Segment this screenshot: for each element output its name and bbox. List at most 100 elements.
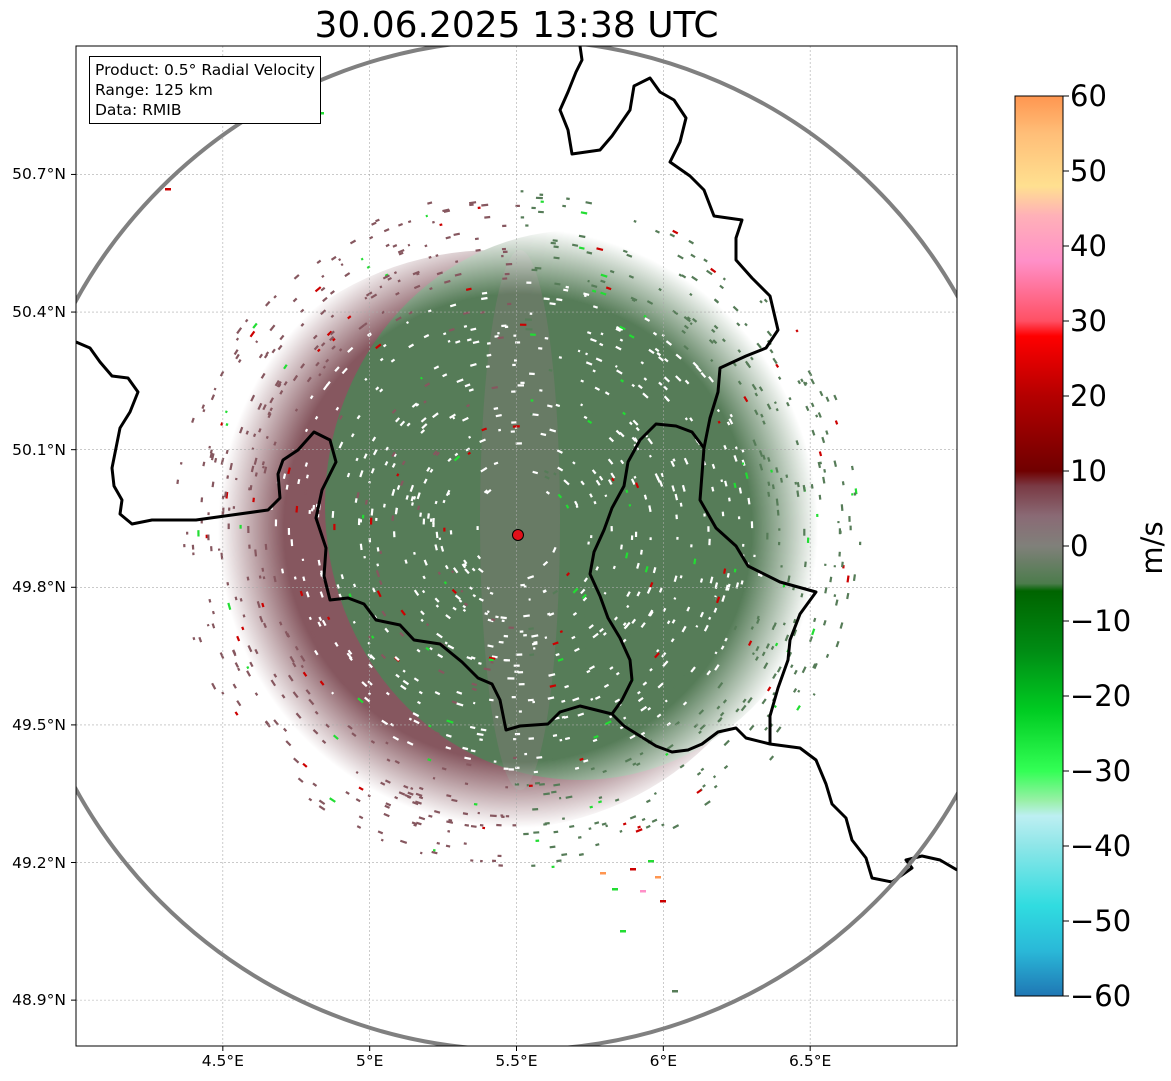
echo-bin (714, 651, 718, 655)
echo-bin (476, 555, 482, 560)
echo-bin (511, 390, 516, 393)
echo-bin (418, 816, 426, 821)
echo-bin (681, 329, 686, 335)
echo-bin (247, 645, 253, 653)
echo-bin (329, 330, 335, 336)
echo-bin (736, 322, 741, 327)
echo-bin (645, 824, 651, 829)
echo-bin (464, 756, 472, 761)
echo-bin (558, 356, 563, 359)
echo-bin (786, 401, 790, 407)
echo-bin (673, 597, 677, 600)
echo-bin (580, 480, 585, 486)
echo-bin (520, 381, 525, 384)
echo-bin (636, 562, 640, 569)
echo-bin (732, 305, 739, 312)
echo-bin (279, 390, 284, 395)
echo-bin (477, 206, 481, 210)
echo-bin (282, 473, 287, 479)
echo-bin (712, 339, 718, 345)
echo-bin (426, 466, 431, 472)
echo-bin (418, 795, 424, 800)
echo-bin (710, 267, 717, 274)
echo-bin (249, 661, 254, 668)
echo-bin (419, 851, 423, 855)
echo-bin (657, 682, 664, 689)
echo-bin (471, 567, 476, 572)
echo-bin (239, 598, 243, 602)
echo-bin (330, 314, 335, 319)
echo-bin (290, 539, 294, 547)
echo-bin (495, 615, 499, 619)
colorbar-unit-label: m/s (1135, 521, 1169, 575)
echo-bin (598, 800, 602, 804)
echo-bin (470, 749, 476, 753)
echo-bin (165, 188, 171, 191)
lat-tick-label: 48.9°N (12, 991, 66, 1010)
echo-bin (712, 596, 717, 602)
echo-bin (289, 655, 295, 663)
echo-bin (792, 618, 797, 624)
echo-bin (647, 351, 652, 356)
echo-bin (368, 704, 373, 709)
echo-bin (227, 523, 230, 530)
echo-bin (334, 366, 340, 372)
echo-bin (535, 196, 543, 200)
echo-bin (515, 204, 520, 207)
echo-bin (351, 732, 357, 737)
echo-bin (502, 250, 508, 254)
echo-bin (297, 777, 304, 783)
echo-bin (413, 284, 421, 290)
echo-bin (470, 363, 477, 367)
echo-bin (512, 363, 516, 367)
echo-bin (385, 446, 389, 451)
echo-bin (502, 277, 508, 280)
lon-tick-label: 5°E (355, 1052, 384, 1070)
echo-bin (465, 287, 472, 291)
colorbar (1014, 95, 1064, 997)
echo-bin (375, 218, 380, 223)
echo-bin (595, 479, 601, 486)
echo-bin (572, 587, 579, 594)
echo-bin (352, 583, 357, 588)
echo-bin (416, 492, 421, 500)
echo-bin (381, 719, 389, 726)
echo-bin (689, 292, 693, 297)
echo-bin (484, 612, 489, 616)
colorbar-tick-label: 50 (1070, 154, 1107, 188)
echo-bin (471, 682, 478, 687)
echo-bin (394, 759, 400, 765)
echo-bin (367, 794, 371, 798)
echo-bin (382, 343, 387, 348)
echo-bin (385, 243, 390, 248)
echo-bin (367, 635, 372, 640)
echo-bin (191, 417, 195, 424)
echo-bin (444, 641, 448, 645)
echo-bin (637, 825, 641, 829)
echo-bin (661, 823, 665, 827)
echo-bin (394, 507, 398, 515)
echo-bin (763, 298, 768, 303)
echo-bin (283, 381, 288, 386)
echo-bin (778, 528, 781, 531)
echo-bin (328, 431, 333, 438)
echo-bin (802, 484, 806, 492)
echo-bin (293, 274, 300, 280)
echo-bin (557, 493, 563, 499)
echo-bin (624, 757, 632, 763)
echo-bin (666, 620, 671, 625)
echo-bin (341, 367, 348, 375)
echo-bin (202, 461, 206, 467)
echo-bin (469, 725, 476, 730)
echo-bin (394, 417, 401, 423)
echo-bin (241, 626, 245, 631)
echo-bin (445, 235, 451, 240)
echo-bin (368, 537, 372, 543)
echo-bin (202, 408, 206, 413)
echo-bin (253, 457, 258, 465)
echo-bin (442, 373, 448, 378)
echo-bin (425, 646, 430, 651)
echo-bin (312, 504, 316, 510)
echo-bin (483, 667, 491, 671)
